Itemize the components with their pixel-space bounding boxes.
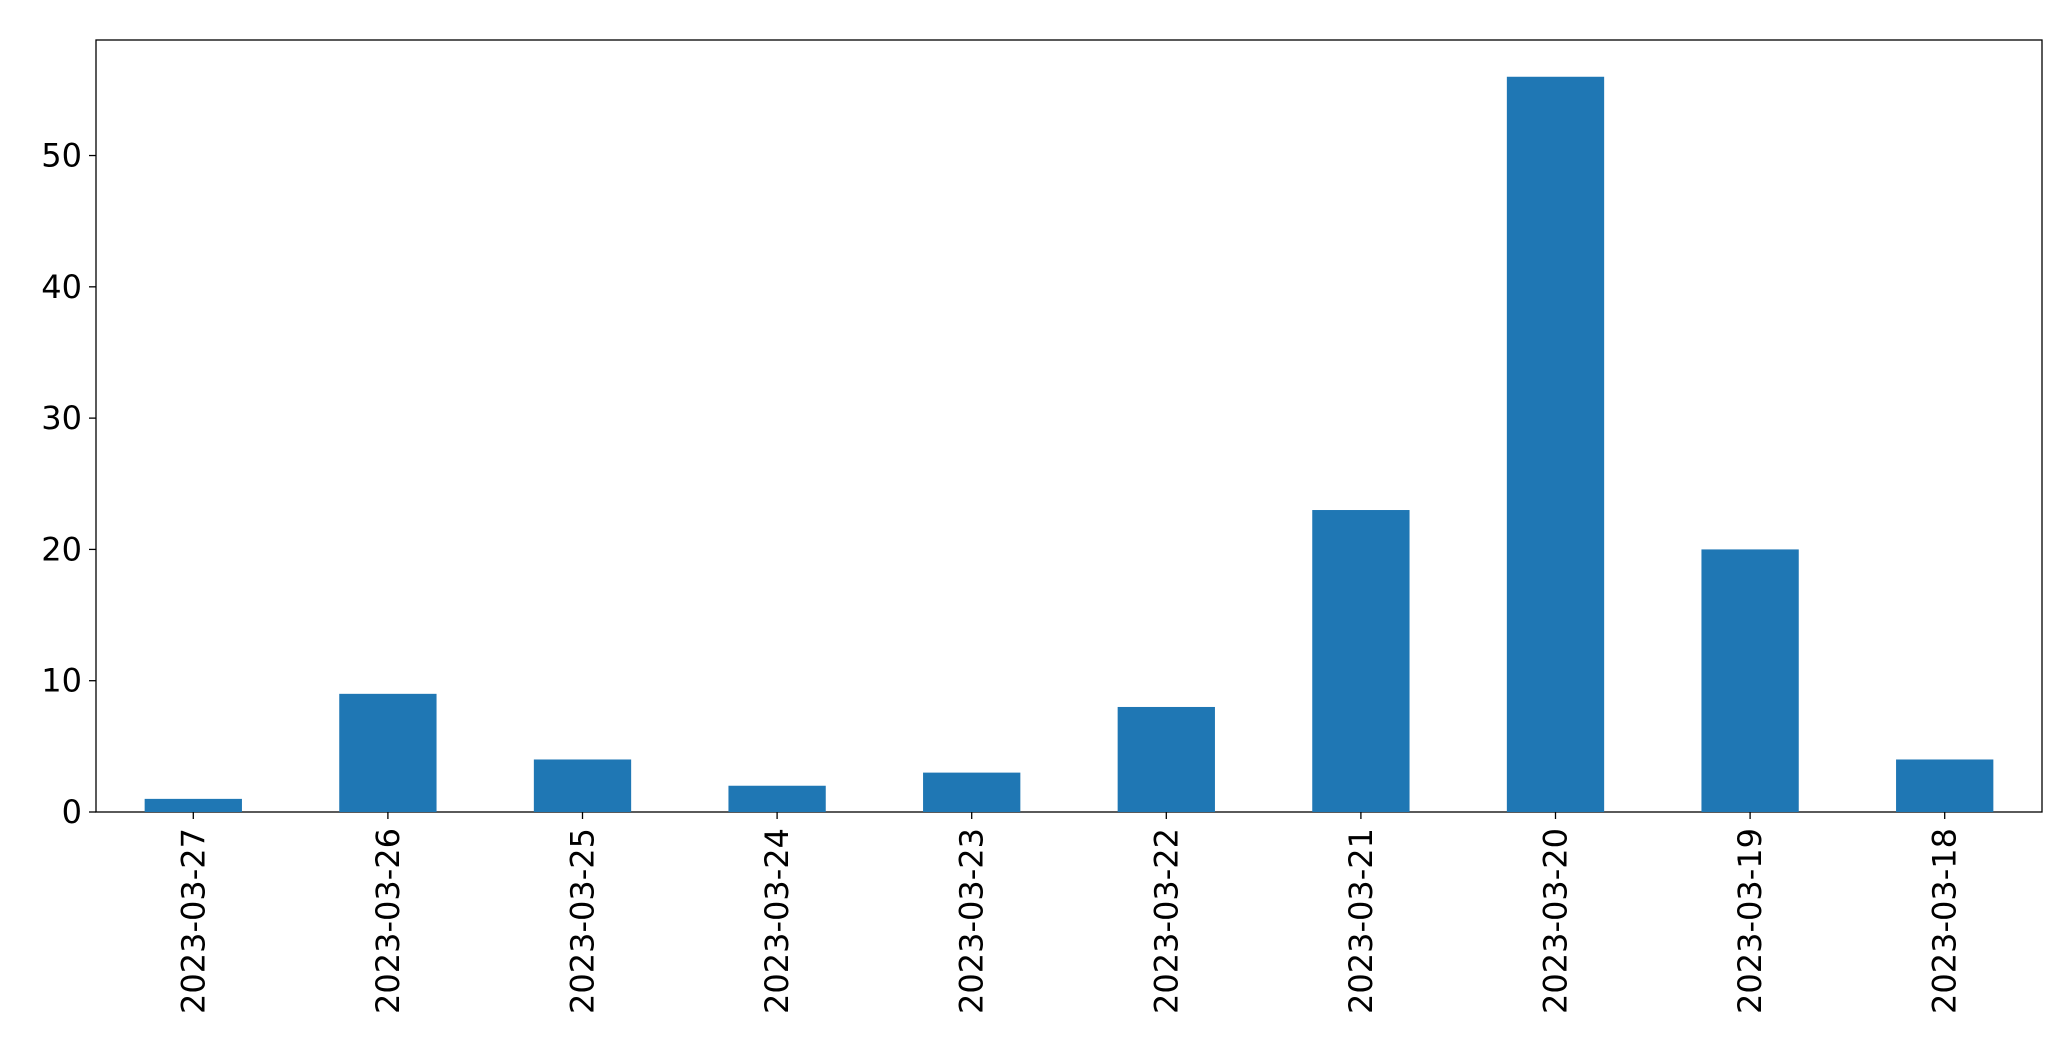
y-tick-label: 50 xyxy=(41,137,82,175)
y-tick-label: 20 xyxy=(41,530,82,568)
x-tick-label: 2023-03-27 xyxy=(174,828,212,1014)
x-tick-label: 2023-03-25 xyxy=(564,828,602,1014)
x-tick-label: 2023-03-21 xyxy=(1342,828,1380,1014)
bar xyxy=(728,785,826,812)
y-tick-label: 0 xyxy=(62,793,82,831)
bar xyxy=(1506,76,1605,812)
x-tick-label: 2023-03-22 xyxy=(1147,828,1185,1014)
x-tick-label: 2023-03-24 xyxy=(758,828,796,1014)
bar xyxy=(1896,759,1994,812)
plot-frame xyxy=(95,39,2043,813)
bar xyxy=(1701,549,1799,812)
bar xyxy=(144,798,242,812)
bar xyxy=(339,693,437,812)
y-tick-label: 30 xyxy=(41,399,82,437)
x-tick-label: 2023-03-26 xyxy=(369,828,407,1014)
x-tick-label: 2023-03-23 xyxy=(953,828,991,1014)
bar xyxy=(1117,706,1215,812)
x-tick-label: 2023-03-18 xyxy=(1926,828,1964,1014)
x-tick-label: 2023-03-19 xyxy=(1731,828,1769,1014)
y-tick-label: 40 xyxy=(41,268,82,306)
bar xyxy=(1312,510,1410,812)
x-tick-label: 2023-03-20 xyxy=(1537,828,1575,1014)
y-tick-label: 10 xyxy=(41,662,82,700)
bar xyxy=(533,759,632,812)
bar xyxy=(923,772,1021,812)
